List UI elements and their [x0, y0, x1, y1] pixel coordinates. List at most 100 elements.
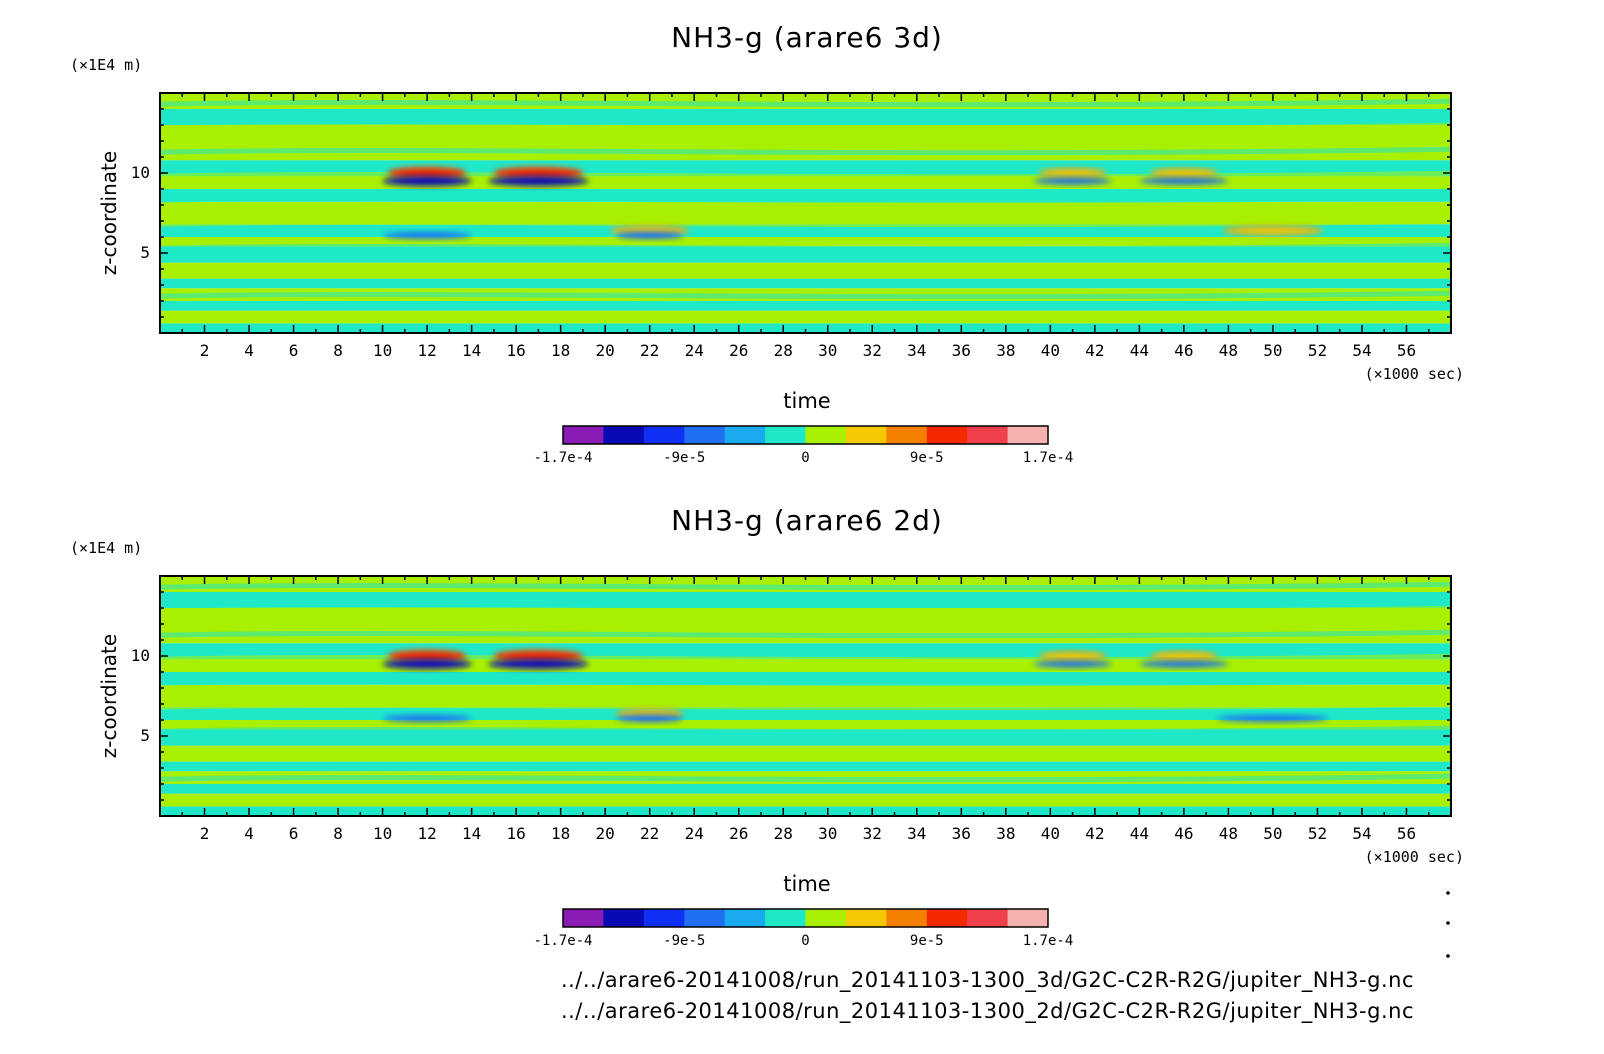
heatmap-feature	[1150, 169, 1218, 177]
heatmap-feature	[1039, 169, 1106, 177]
heatmap-streak	[160, 605, 1451, 615]
colorbar-swatch	[886, 426, 928, 444]
x-tick-label: 52	[1308, 824, 1327, 843]
stray-dot	[1446, 891, 1450, 895]
x-tick-label: 8	[333, 341, 343, 360]
x-tick-label: 22	[640, 341, 659, 360]
x-tick-label: 6	[289, 824, 299, 843]
heatmap-band	[160, 301, 1451, 311]
heatmap-feature	[616, 231, 684, 239]
x-tick-label: 6	[289, 341, 299, 360]
heatmap-band	[160, 806, 1451, 816]
x-tick-label: 20	[596, 341, 615, 360]
colorbar-label: 1.7e-4	[1023, 450, 1074, 466]
x-tick-label: 12	[417, 824, 436, 843]
heatmap-feature	[382, 176, 472, 186]
y-axis-label: z-coordinate	[97, 151, 121, 275]
colorbar-swatch	[724, 426, 766, 444]
x-tick-label: 4	[244, 824, 254, 843]
x-tick-label: 20	[596, 824, 615, 843]
colorbar-frame	[562, 908, 1049, 928]
heatmap-feature	[1033, 177, 1112, 185]
x-tick-label: 34	[907, 824, 926, 843]
x-tick-label: 28	[774, 824, 793, 843]
heatmap-streak	[160, 797, 1451, 807]
colorbar-label: -9e-5	[663, 933, 705, 949]
x-tick-label: 32	[863, 824, 882, 843]
heatmap-feature	[1217, 714, 1329, 722]
x-unit-label: (×1000 sec)	[1365, 365, 1464, 383]
heatmap-band	[160, 761, 1451, 772]
x-tick-label: 24	[685, 341, 704, 360]
x-tick-label: 14	[462, 341, 481, 360]
colorbar-swatch	[765, 909, 806, 927]
heatmap-streak	[160, 677, 1451, 687]
x-tick-label: 26	[729, 824, 748, 843]
heatmap-feature	[382, 659, 472, 669]
heatmap-band	[160, 659, 1451, 672]
y-tick-label: 5	[140, 726, 150, 745]
heatmap-streak	[160, 122, 1451, 132]
colorbar-swatch	[805, 909, 847, 927]
x-tick-label: 54	[1352, 824, 1371, 843]
heatmap-feature	[493, 651, 583, 661]
x-tick-label: 56	[1397, 824, 1416, 843]
heatmap-band	[160, 707, 1451, 720]
x-tick-label: 14	[462, 824, 481, 843]
heatmap-feature	[488, 176, 589, 186]
x-tick-label: 12	[417, 341, 436, 360]
colorbar-frame	[562, 425, 1049, 445]
y-unit-label: (×1E4 m)	[70, 56, 142, 74]
heatmap-streak	[160, 218, 1451, 228]
heatmap-feature	[488, 659, 589, 669]
colorbar-label: 0	[801, 933, 809, 949]
x-axis-label: time	[783, 389, 830, 413]
heatmap-band	[160, 109, 1451, 125]
y-tick-label: 10	[131, 646, 150, 665]
heatmap-field	[160, 93, 1451, 333]
heatmap-feature	[1150, 652, 1218, 660]
x-tick-label: 18	[551, 824, 570, 843]
colorbar-swatch	[603, 909, 645, 927]
colorbar-label: -1.7e-4	[533, 450, 592, 466]
heatmap-streak	[160, 773, 1451, 783]
x-tick-label: 30	[818, 824, 837, 843]
x-tick-label: 44	[1130, 341, 1149, 360]
x-tick-label: 46	[1174, 824, 1193, 843]
x-tick-label: 36	[952, 824, 971, 843]
colorbar-label: -9e-5	[663, 450, 705, 466]
x-tick-label: 36	[952, 341, 971, 360]
colorbar-swatch	[845, 909, 887, 927]
x-tick-label: 32	[863, 341, 882, 360]
colorbar-swatch	[967, 909, 1009, 927]
x-tick-label: 22	[640, 824, 659, 843]
y-axis-label: z-coordinate	[97, 634, 121, 758]
colorbar-swatch	[724, 909, 766, 927]
heatmap-band	[160, 784, 1451, 794]
x-tick-label: 28	[774, 341, 793, 360]
x-tick-label: 16	[507, 341, 526, 360]
x-tick-label: 56	[1397, 341, 1416, 360]
x-tick-label: 18	[551, 341, 570, 360]
colorbar-swatch	[1007, 909, 1049, 927]
x-tick-label: 50	[1263, 341, 1282, 360]
heatmap-band	[160, 278, 1451, 289]
heatmap-streak	[160, 314, 1451, 324]
colorbar-swatch	[563, 426, 604, 444]
x-tick-label: 10	[373, 341, 392, 360]
colorbar-label: 9e-5	[910, 450, 944, 466]
stray-dot	[1446, 921, 1450, 925]
heatmap-field	[160, 576, 1451, 816]
heatmap-band	[160, 323, 1451, 333]
x-tick-label: 24	[685, 824, 704, 843]
heatmap-streak	[160, 701, 1451, 711]
colorbar-swatch	[805, 426, 847, 444]
chart-title: NH3-g (arare6 2d)	[671, 504, 943, 537]
heatmap-feature	[382, 714, 472, 722]
x-tick-label: 48	[1219, 824, 1238, 843]
x-axis-label: time	[783, 872, 830, 896]
x-tick-label: 16	[507, 824, 526, 843]
heatmap-band	[160, 160, 1451, 177]
